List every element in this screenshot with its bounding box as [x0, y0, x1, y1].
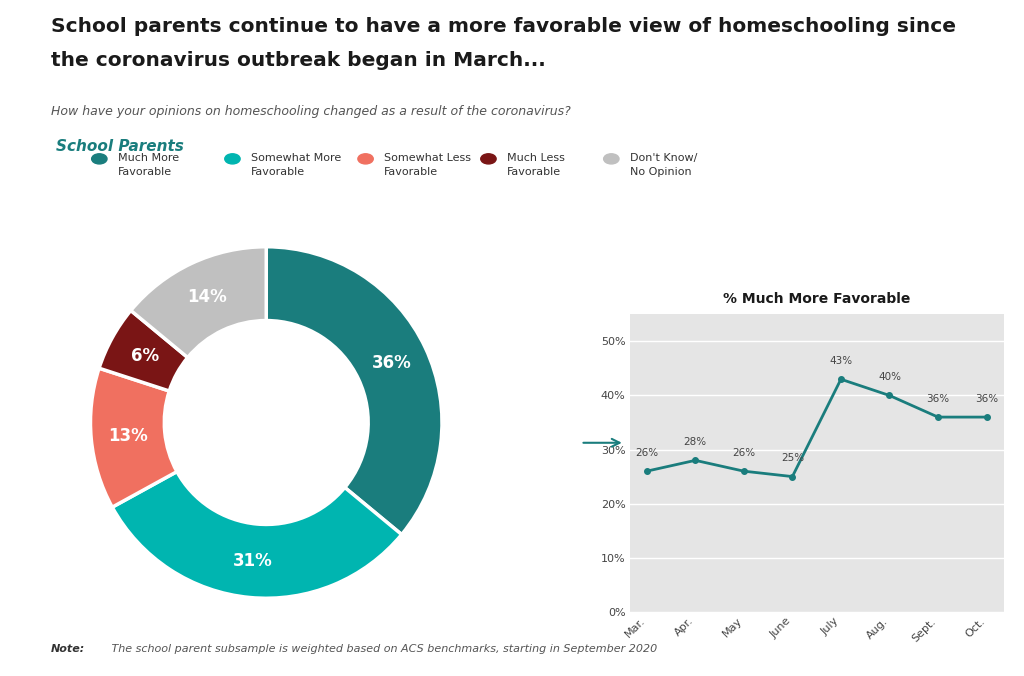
Text: Note:: Note: [51, 644, 85, 654]
Text: 31%: 31% [233, 552, 273, 570]
Text: 36%: 36% [975, 393, 998, 404]
Text: 26%: 26% [732, 448, 756, 458]
Text: 13%: 13% [109, 427, 147, 445]
Wedge shape [266, 247, 442, 535]
Text: How have your opinions on homeschooling changed as a result of the coronavirus?: How have your opinions on homeschooling … [51, 105, 571, 118]
Text: Somewhat Less
Favorable: Somewhat Less Favorable [384, 153, 471, 176]
Text: 14%: 14% [187, 288, 227, 306]
Text: 6%: 6% [130, 347, 159, 364]
Text: Much More
Favorable: Much More Favorable [118, 153, 179, 176]
Text: Much Less
Favorable: Much Less Favorable [507, 153, 565, 176]
Wedge shape [131, 247, 266, 358]
Wedge shape [99, 310, 187, 391]
Title: % Much More Favorable: % Much More Favorable [723, 292, 910, 306]
Text: Somewhat More
Favorable: Somewhat More Favorable [251, 153, 341, 176]
Text: 26%: 26% [635, 448, 658, 458]
Text: School Parents: School Parents [56, 139, 184, 153]
Text: Don't Know/
No Opinion: Don't Know/ No Opinion [630, 153, 697, 176]
Wedge shape [113, 472, 401, 598]
Text: 28%: 28% [684, 437, 707, 447]
Text: 36%: 36% [927, 393, 949, 404]
Text: 25%: 25% [781, 453, 804, 463]
Text: the coronavirus outbreak began in March...: the coronavirus outbreak began in March.… [51, 51, 546, 70]
Text: 40%: 40% [878, 372, 901, 382]
Text: School parents continue to have a more favorable view of homeschooling since: School parents continue to have a more f… [51, 17, 956, 36]
Text: The school parent subsample is weighted based on ACS benchmarks, starting in Sep: The school parent subsample is weighted … [108, 644, 656, 654]
Text: 36%: 36% [372, 354, 412, 372]
Text: 43%: 43% [829, 356, 852, 366]
Wedge shape [90, 368, 177, 507]
